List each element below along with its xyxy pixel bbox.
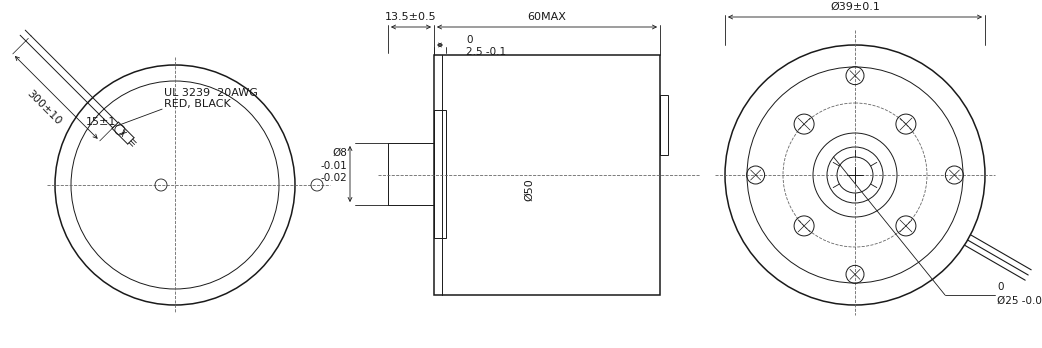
Text: 60MAX: 60MAX [527,12,567,22]
Text: -0.01: -0.01 [320,161,347,171]
Bar [388,143,435,205]
Text: 300±10: 300±10 [25,88,64,127]
Text: 13.5±0.5: 13.5±0.5 [386,12,437,22]
Bar [435,110,446,238]
Text: 2.5 -0.1: 2.5 -0.1 [466,47,506,57]
Text: Ø39±0.1: Ø39±0.1 [830,2,879,12]
Text: Ø25 -0.02: Ø25 -0.02 [997,296,1042,306]
Text: 0: 0 [997,282,1003,292]
Bar [435,55,660,295]
Bar [660,95,668,155]
Text: -0.02: -0.02 [320,173,347,183]
Text: UL 3239  20AWG
RED, BLACK: UL 3239 20AWG RED, BLACK [164,87,258,109]
Text: Ø50: Ø50 [524,179,534,201]
Text: Ø8: Ø8 [332,148,347,158]
Text: 15±1: 15±1 [86,117,117,127]
Text: 0: 0 [466,35,472,45]
